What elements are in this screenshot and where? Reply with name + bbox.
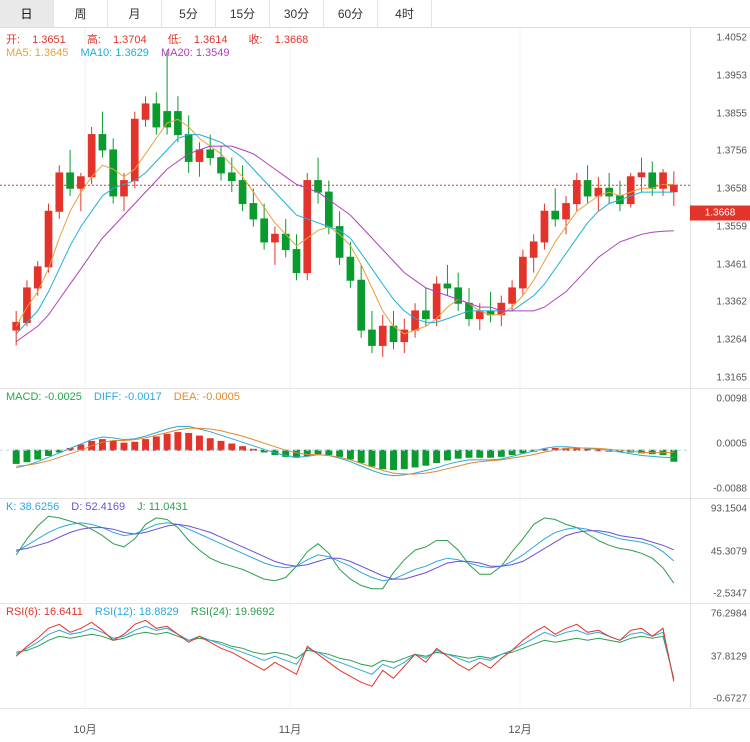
- time-axis: 10月 11月 12月: [0, 708, 750, 742]
- price-tick: 1.3362: [716, 296, 747, 308]
- kdj-plot-area[interactable]: [0, 499, 690, 603]
- price-tick: 1.3658: [716, 183, 747, 195]
- last-price-tag: 1.3668: [690, 205, 750, 221]
- period-tab-2[interactable]: 月: [108, 0, 162, 27]
- period-tab-0[interactable]: 日: [0, 0, 54, 27]
- time-axis-tick: 10月: [73, 724, 97, 736]
- period-tab-label: 月: [128, 7, 141, 21]
- kdj-tick: 93.1504: [710, 503, 747, 515]
- rsi-plot-area[interactable]: [0, 604, 690, 708]
- macd-tick: -0.0088: [713, 483, 747, 495]
- macd-value-axis: 0.0098 0.0005 -0.0088: [690, 389, 750, 498]
- period-tab-label: 60分: [337, 7, 364, 21]
- kdj-value-axis: 93.1504 45.3079 -2.5347: [690, 499, 750, 603]
- macd-tick: 0.0098: [716, 393, 747, 405]
- kdj-panel: 93.1504 45.3079 -2.5347: [0, 498, 750, 603]
- macd-plot-area[interactable]: [0, 389, 690, 498]
- price-plot-area[interactable]: [0, 28, 690, 388]
- rsi-tick: 76.2984: [710, 608, 747, 620]
- kdj-tick: 45.3079: [710, 546, 747, 557]
- time-axis-tick: 11月: [278, 724, 302, 736]
- period-tab-label: 30分: [283, 7, 310, 21]
- rsi-value-axis: 76.2984 37.8129 -0.6727: [690, 604, 750, 708]
- price-tick: 1.3264: [716, 334, 747, 346]
- period-tab-bar: 日 周 月 5分 15分 30分 60分 4时: [0, 0, 750, 28]
- price-tick: 1.3559: [716, 221, 747, 233]
- period-tab-label: 15分: [229, 7, 256, 21]
- rsi-panel: 76.2984 37.8129 -0.6727: [0, 603, 750, 708]
- period-tab-label: 4时: [395, 7, 414, 21]
- macd-panel: 0.0098 0.0005 -0.0088: [0, 388, 750, 498]
- period-tab-5[interactable]: 30分: [270, 0, 324, 27]
- period-tab-6[interactable]: 60分: [324, 0, 378, 27]
- macd-tick: 0.0005: [716, 438, 747, 450]
- period-tab-label: 周: [74, 7, 87, 21]
- price-tick: 1.3461: [716, 259, 747, 271]
- time-axis-tick: 12月: [508, 724, 532, 736]
- period-tab-label: 日: [20, 7, 33, 21]
- price-tick: 1.3165: [716, 372, 747, 384]
- period-tab-1[interactable]: 周: [54, 0, 108, 27]
- price-tick: 1.3855: [716, 108, 747, 120]
- rsi-tick: -0.6727: [713, 693, 747, 705]
- period-tab-4[interactable]: 15分: [216, 0, 270, 27]
- period-tab-3[interactable]: 5分: [162, 0, 216, 27]
- rsi-tick: 37.8129: [710, 651, 747, 662]
- price-tick: 1.4052: [716, 32, 747, 44]
- price-tick: 1.3953: [716, 70, 747, 82]
- kdj-tick: -2.5347: [713, 588, 747, 600]
- price-chart-panel: 1.4052 1.3953 1.3855 1.3756 1.3658 1.3559 1.34…: [0, 28, 750, 388]
- period-tab-7[interactable]: 4时: [378, 0, 432, 27]
- price-tick: 1.3756: [716, 145, 747, 157]
- period-tab-label: 5分: [179, 7, 198, 21]
